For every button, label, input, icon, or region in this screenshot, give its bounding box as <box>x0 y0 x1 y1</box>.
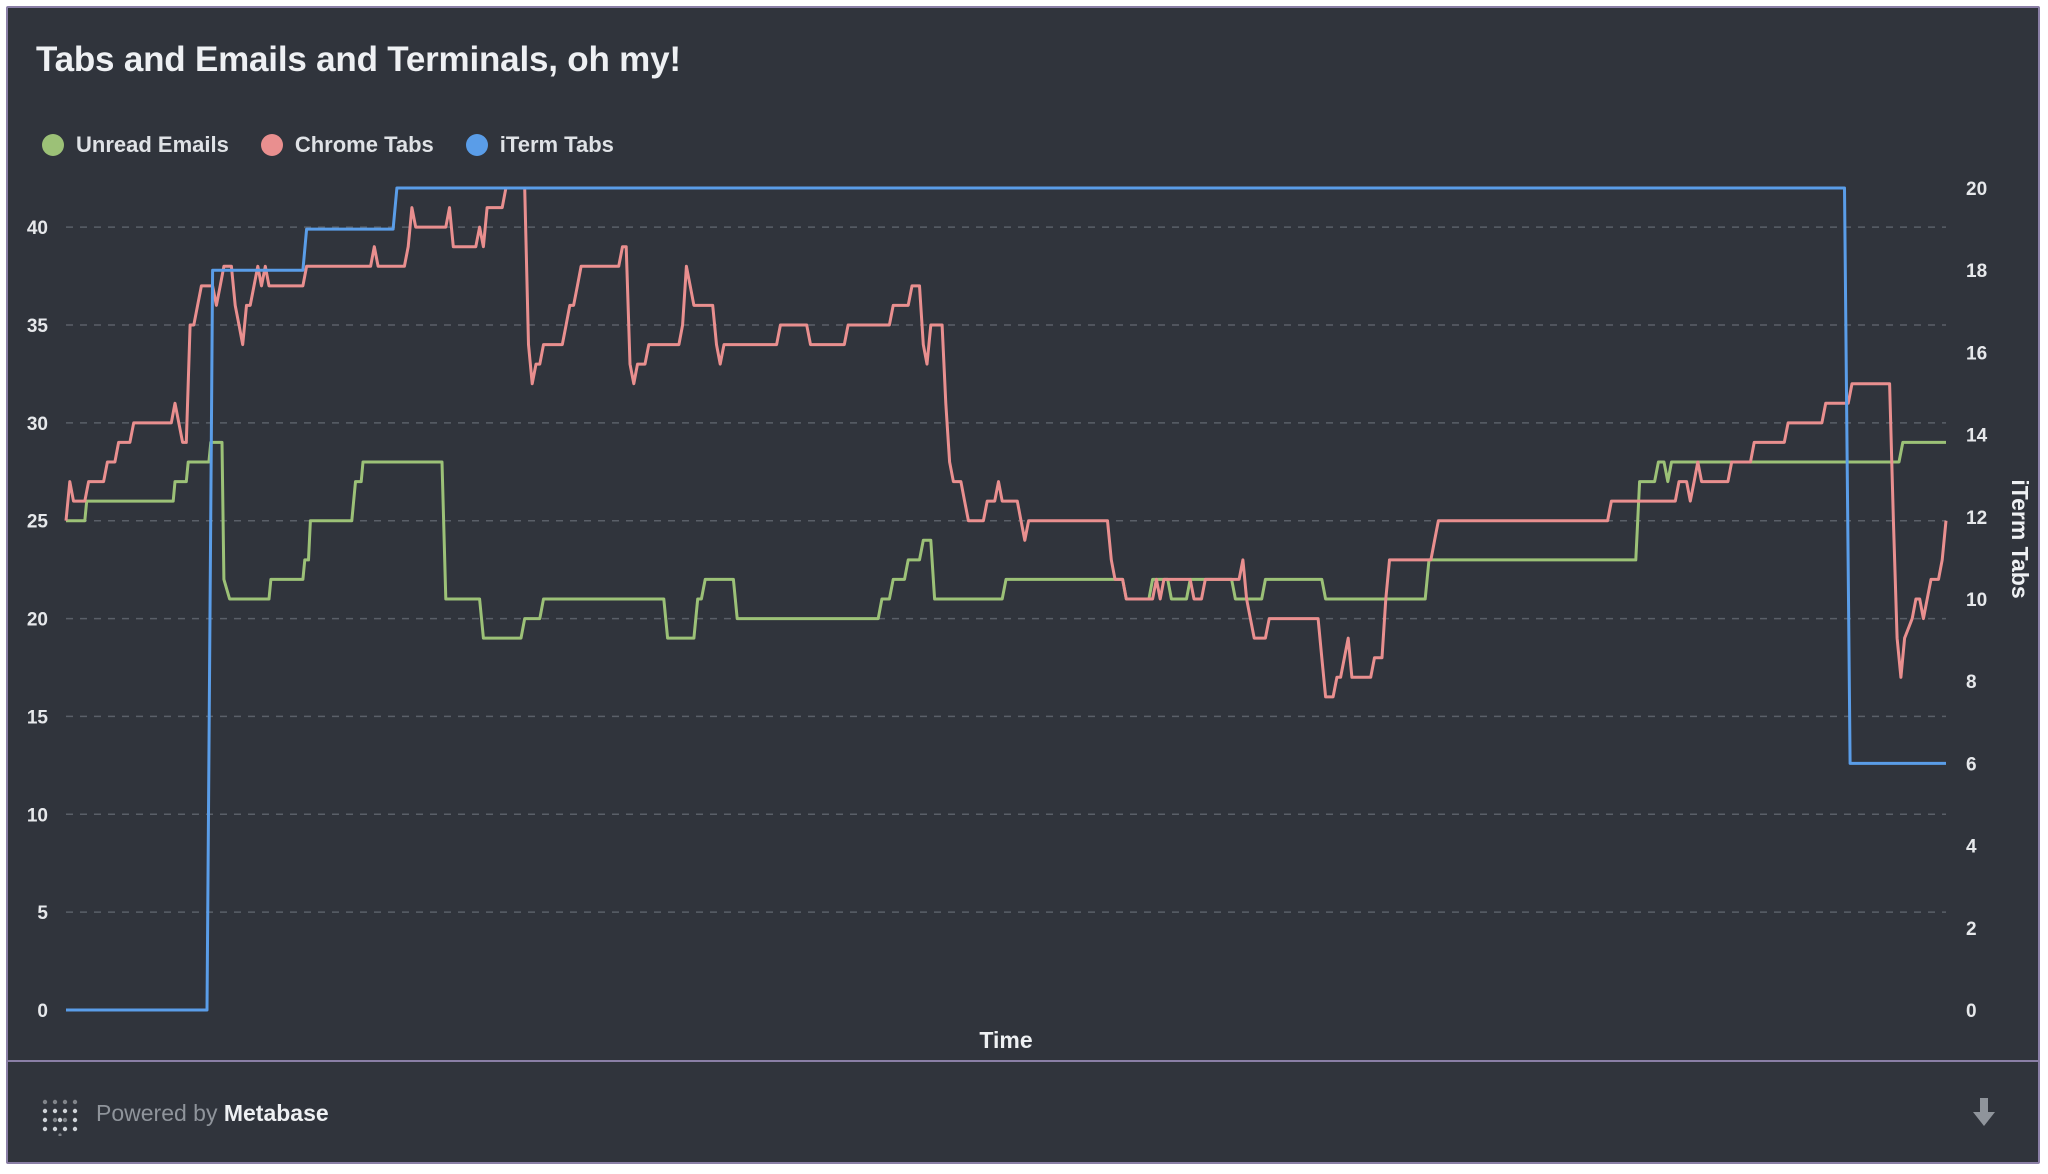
chart-title: Tabs and Emails and Terminals, oh my! <box>36 40 681 79</box>
dashboard-card: Tabs and Emails and Terminals, oh my! Un… <box>6 6 2040 1164</box>
legend-item-unread-emails[interactable]: Unread Emails <box>42 132 229 158</box>
left-axis-tick-label: 35 <box>27 316 49 337</box>
right-axis-tick-label: 2 <box>1966 919 1977 940</box>
legend-item-chrome-tabs[interactable]: Chrome Tabs <box>260 132 434 158</box>
legend-dot-unread-emails <box>42 134 64 156</box>
x-axis-label: Time <box>979 1027 1032 1053</box>
left-axis-ticks: 0 5 10 15 20 25 30 35 40 <box>27 218 49 1022</box>
series-lines <box>64 186 1948 1012</box>
legend-dot-iterm-tabs <box>465 134 488 156</box>
right-axis-tick-label: 10 <box>1966 590 1987 611</box>
left-axis-tick-label: 10 <box>27 805 48 826</box>
right-axis-ticks: 0 2 4 6 8 10 12 14 16 18 20 <box>1966 179 1988 1022</box>
left-axis-tick-label: 25 <box>27 512 49 533</box>
right-axis-tick-label: 20 <box>1966 179 1987 200</box>
chart-legend: Unread Emails Chrome Tabs iTerm Tabs <box>42 132 646 158</box>
legend-label-unread-emails: Unread Emails <box>76 132 229 157</box>
legend-item-iterm-tabs[interactable]: iTerm Tabs <box>465 132 614 158</box>
left-axis-tick-label: 20 <box>27 610 48 631</box>
right-axis-tick-label: 14 <box>1966 426 1988 447</box>
right-axis-tick-label: 4 <box>1966 837 1977 858</box>
download-arrow-icon[interactable] <box>1972 1096 1996 1130</box>
right-axis-tick-label: 6 <box>1966 754 1977 775</box>
legend-label-chrome-tabs: Chrome Tabs <box>294 132 434 157</box>
right-axis-tick-label: 16 <box>1966 343 1987 364</box>
left-axis-tick-label: 15 <box>27 707 49 728</box>
right-axis-tick-label: 0 <box>1966 1001 1977 1022</box>
left-axis-tick-label: 40 <box>27 218 48 239</box>
powered-by-label: Powered by <box>96 1100 218 1126</box>
left-axis-tick-label: 5 <box>37 903 48 924</box>
legend-label-iterm-tabs: iTerm Tabs <box>499 132 614 157</box>
right-axis-tick-label: 8 <box>1966 672 1977 693</box>
left-axis-tick-label: 30 <box>27 414 48 435</box>
powered-by-text[interactable]: Powered by Metabase <box>96 1100 329 1127</box>
metabase-logo-icon[interactable] <box>40 1096 80 1136</box>
unread-emails-line[interactable] <box>66 440 1946 640</box>
iterm-tabs-line[interactable] <box>66 186 1946 1012</box>
brand-name: Metabase <box>223 1100 329 1126</box>
left-axis-tick-label: 0 <box>37 1001 48 1022</box>
chrome-tabs-line[interactable] <box>64 186 1948 699</box>
right-axis-tick-label: 18 <box>1966 261 1987 282</box>
right-axis-label: iTerm Tabs <box>2007 479 2033 598</box>
right-axis-tick-label: 12 <box>1966 508 1987 529</box>
legend-dot-chrome-tabs <box>260 134 283 156</box>
grid-lines <box>66 226 1946 913</box>
footer: Powered by Metabase <box>8 1060 2038 1162</box>
